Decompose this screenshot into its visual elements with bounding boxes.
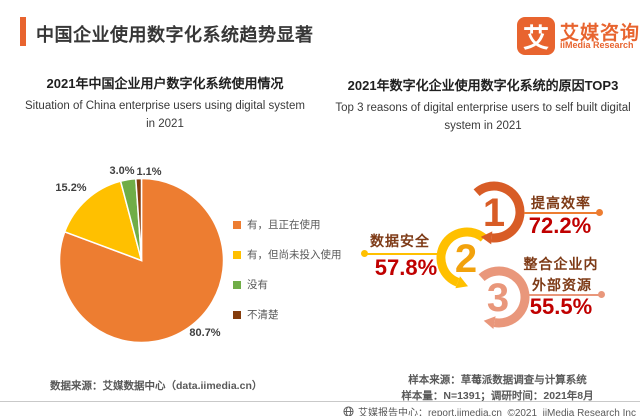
rank-number-3: 3 [486,276,510,320]
rank-number-2: 2 [454,237,478,281]
legend-swatch-icon [233,250,241,259]
ring-1-arc [473,181,525,243]
reason-2-leader-dot [361,250,368,257]
pie-slice-1 [63,180,143,262]
legend-swatch-icon [233,310,241,319]
legend-item-unclear: 不清楚 [233,307,342,322]
reason-3-leader-line [527,294,600,296]
legend-label: 没有 [247,279,268,291]
legend-item-using: 有，且正在使用 [233,217,342,232]
brand-name-en: iiMedia Research [560,40,634,50]
ring-1-arrowhead-icon [480,231,493,245]
right-chart-title-en-line1: Top 3 reasons of digital enterprise user… [335,102,631,114]
right-chart-title-en: Top 3 reasons of digital enterprise user… [326,99,640,136]
legend-item-not-yet: 有，但尚未投入使用 [233,247,342,262]
brand-logo-glyph: 艾 [522,22,549,53]
footer-divider [0,401,640,402]
legend-swatch-icon [233,220,241,229]
brand-name-cn: 艾媒咨询 [560,23,640,44]
left-chart-title-en: Situation of China enterprise users usin… [8,97,322,134]
reason-1-label: 提高效率 [531,195,591,211]
reason-1-leader-dot [596,209,603,216]
legend-label: 不清楚 [247,309,279,321]
left-chart-title-en-line1: Situation of China enterprise users usin… [25,100,305,112]
reason-2-value: 57.8% [374,255,438,280]
pie-slice-3 [134,177,143,261]
right-chart-title-block: 2021年数字化企业使用数字化系统的原因TOP3 Top 3 reasons o… [326,75,640,136]
sample-note: 样本来源：草莓派数据调查与计算系统 样本量：N=1391；调研时间：2021年8… [355,373,640,405]
pie-chart [58,177,225,344]
ring-3-arc [478,266,530,328]
ring-2-arc [436,227,487,287]
left-chart-title-cn: 2021年中国企业用户数字化系统使用情况 [46,76,284,91]
title-accent-bar [20,17,26,46]
ring-3-arrowhead-icon [483,316,496,329]
pie-label-not-yet: 15.2% [55,182,87,194]
reason-2-label: 数据安全 [370,233,430,249]
ring-2-arrowhead-icon [455,276,468,289]
footer-text: 艾媒报告中心：report.iimedia.cn ©2021 iiMedia R… [357,408,636,416]
right-chart-title-cn: 2021年数字化企业使用数字化系统的原因TOP3 [347,78,619,93]
data-source-note: 数据来源：艾媒数据中心（data.iimedia.cn） [50,380,263,392]
page-title: 中国企业使用数字化系统趋势显著 [36,25,314,45]
legend-swatch-icon [233,280,241,289]
legend-item-none: 没有 [233,277,342,292]
rank-number-1: 1 [482,191,506,235]
ranking-rings-graphic [436,181,530,329]
reason-3-value: 55.5% [529,294,593,319]
footer: 艾媒报告中心：report.iimedia.cn ©2021 iiMedia R… [343,404,636,416]
pie-label-using: 80.7% [189,327,221,339]
left-chart-title-en-line2: in 2021 [146,118,184,131]
reason-1-value: 72.2% [528,213,592,238]
reason-3-label-line1: 整合企业内 [523,256,599,272]
globe-icon [343,406,354,416]
sample-source-note: 样本来源：草莓派数据调查与计算系统 [408,374,587,386]
right-chart-title-en-line2: system in 2021 [444,120,522,133]
reason-1-leader-line [524,212,597,214]
reason-3-leader-dot [598,291,605,298]
pie-slice-0 [58,177,225,344]
legend-label: 有，但尚未投入使用 [247,249,342,261]
left-chart-title-block: 2021年中国企业用户数字化系统使用情况 Situation of China … [8,73,322,134]
reason-2-leader-line [366,253,437,255]
pie-label-unclear: 1.1% [136,166,162,178]
legend-label: 有，且正在使用 [247,219,321,231]
brand-logo-icon: 艾 [517,17,555,55]
pie-legend: 有，且正在使用 有，但尚未投入使用 没有 不清楚 [233,217,342,322]
reason-3-label-line2: 外部资源 [532,277,592,293]
pie-label-none: 3.0% [109,165,135,177]
sample-size-note: 样本量：N=1391；调研时间：2021年8月 [401,389,594,402]
